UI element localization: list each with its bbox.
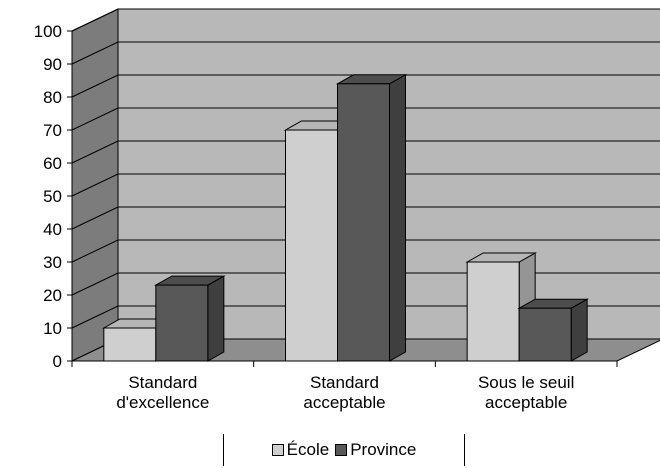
bar-side (207, 275, 225, 362)
legend-swatch-ecole (271, 444, 284, 456)
y-tick-label: 20 (43, 286, 62, 305)
x-tick-label: Sous le seuil (478, 373, 574, 392)
legend-item-province: Province (335, 440, 416, 460)
y-tick-label: 30 (43, 253, 62, 272)
y-tick-label: 80 (43, 88, 62, 107)
x-tick-label: Standard (310, 373, 379, 392)
gridline (71, 74, 660, 98)
legend-label-ecole: École (286, 440, 330, 459)
gridline (71, 41, 660, 65)
y-tick-label: 70 (43, 121, 62, 140)
x-tick-label: acceptable (303, 393, 385, 412)
bar-side (570, 298, 588, 362)
bar (337, 83, 390, 362)
y-tick-label: 40 (43, 220, 62, 239)
gridline (71, 140, 660, 164)
x-tick-label: acceptable (485, 393, 567, 412)
gridline (71, 173, 660, 197)
legend-swatch-province (335, 444, 348, 456)
bar (155, 284, 209, 362)
legend-label-province: Province (350, 440, 417, 459)
legend-item-ecole: École (271, 440, 330, 460)
y-tick-label: 50 (43, 187, 62, 206)
x-tick-label: d'excellence (116, 393, 209, 412)
gridline (71, 239, 660, 263)
y-tick-label: 60 (43, 154, 62, 173)
gridline (71, 107, 660, 131)
y-tick-label: 10 (43, 319, 62, 338)
y-tick-label: 100 (34, 22, 62, 41)
x-tick-label: Standard (128, 373, 197, 392)
y-tick-label: 90 (43, 55, 62, 74)
bar (518, 307, 572, 362)
bar-side (389, 73, 406, 362)
bar (285, 129, 338, 362)
gridline (71, 8, 660, 32)
y-tick-label: 0 (53, 352, 62, 371)
bar (103, 327, 157, 362)
bar (466, 261, 520, 362)
gridline (71, 206, 660, 230)
legend: École Province (223, 434, 465, 466)
